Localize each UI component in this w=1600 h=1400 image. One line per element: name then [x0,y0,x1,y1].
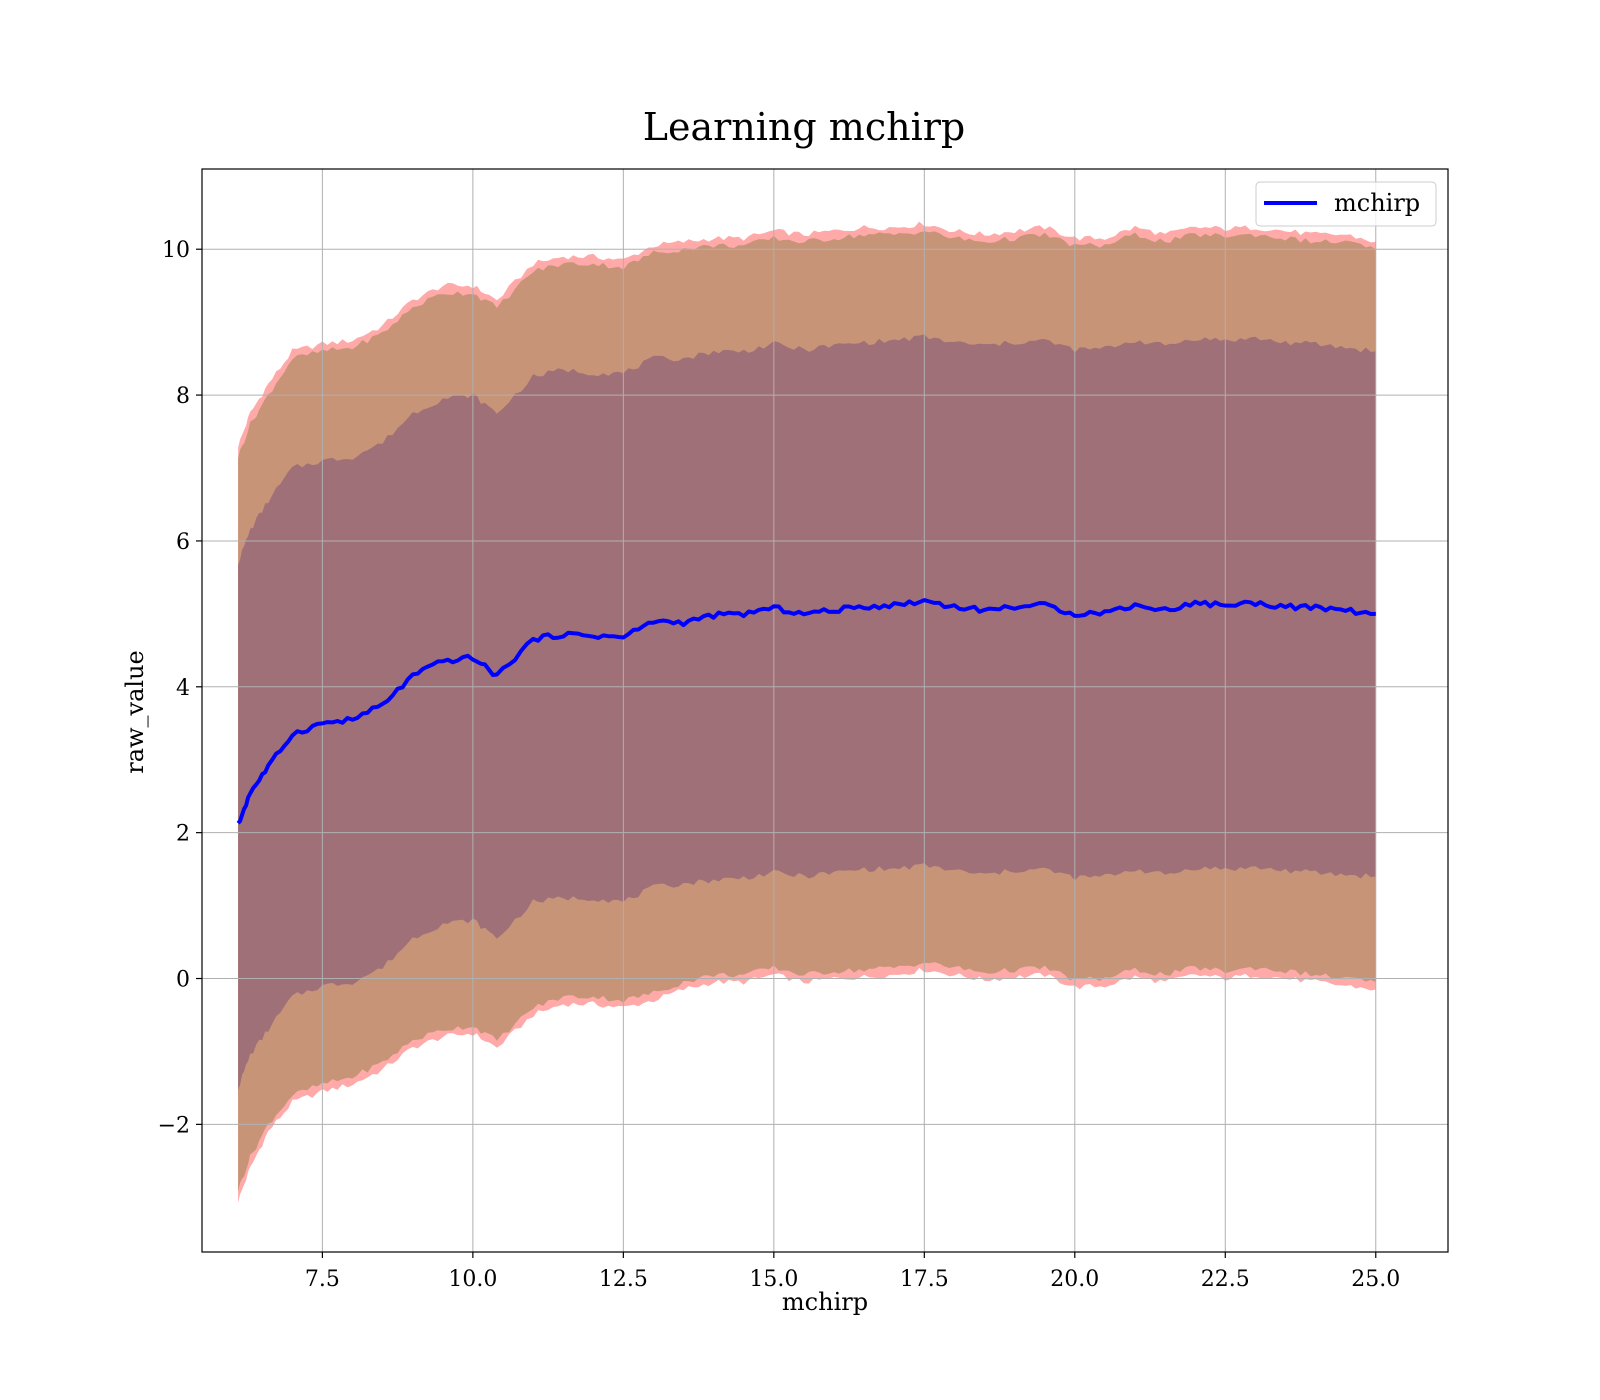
x-tick-label: 22.5 [1201,1267,1250,1292]
y-tick-label: −2 [158,1113,190,1138]
x-axis-title: mchirp [782,1288,868,1316]
y-tick-label: 4 [176,676,190,701]
y-tick-label: 10 [162,238,190,263]
legend-box [1255,181,1437,227]
y-axis-ticks: −2 0 2 4 6 8 10 [158,238,202,1138]
x-tick-label: 15.0 [749,1267,798,1292]
x-tick-label: 25.0 [1351,1267,1400,1292]
mean-line-layer [236,598,1376,825]
x-tick-label: 17.5 [900,1267,949,1292]
y-tick-label: 2 [176,822,190,847]
confidence-bands [238,221,1376,1203]
series-line-mchirp [236,598,1376,825]
y-tick-label: 8 [176,384,190,409]
legend-label-mchirp: mchirp [1334,189,1420,217]
x-tick-label: 20.0 [1050,1267,1099,1292]
legend: mchirp [1255,181,1437,227]
grid-lines [202,169,1448,1252]
y-tick-label: 6 [176,530,190,555]
y-axis-title: raw_value [121,650,149,774]
chart-title: Learning mchirp [643,105,965,149]
x-tick-label: 12.5 [599,1267,648,1292]
inner-band [238,334,1376,1091]
x-tick-label: 10.0 [448,1267,497,1292]
x-tick-label: 7.5 [305,1267,340,1292]
plot-frame [201,168,1449,1253]
x-axis-ticks: 7.5 10.0 12.5 15.0 17.5 20.0 22.5 25.0 [305,1252,1400,1292]
y-tick-label: 0 [176,968,190,993]
